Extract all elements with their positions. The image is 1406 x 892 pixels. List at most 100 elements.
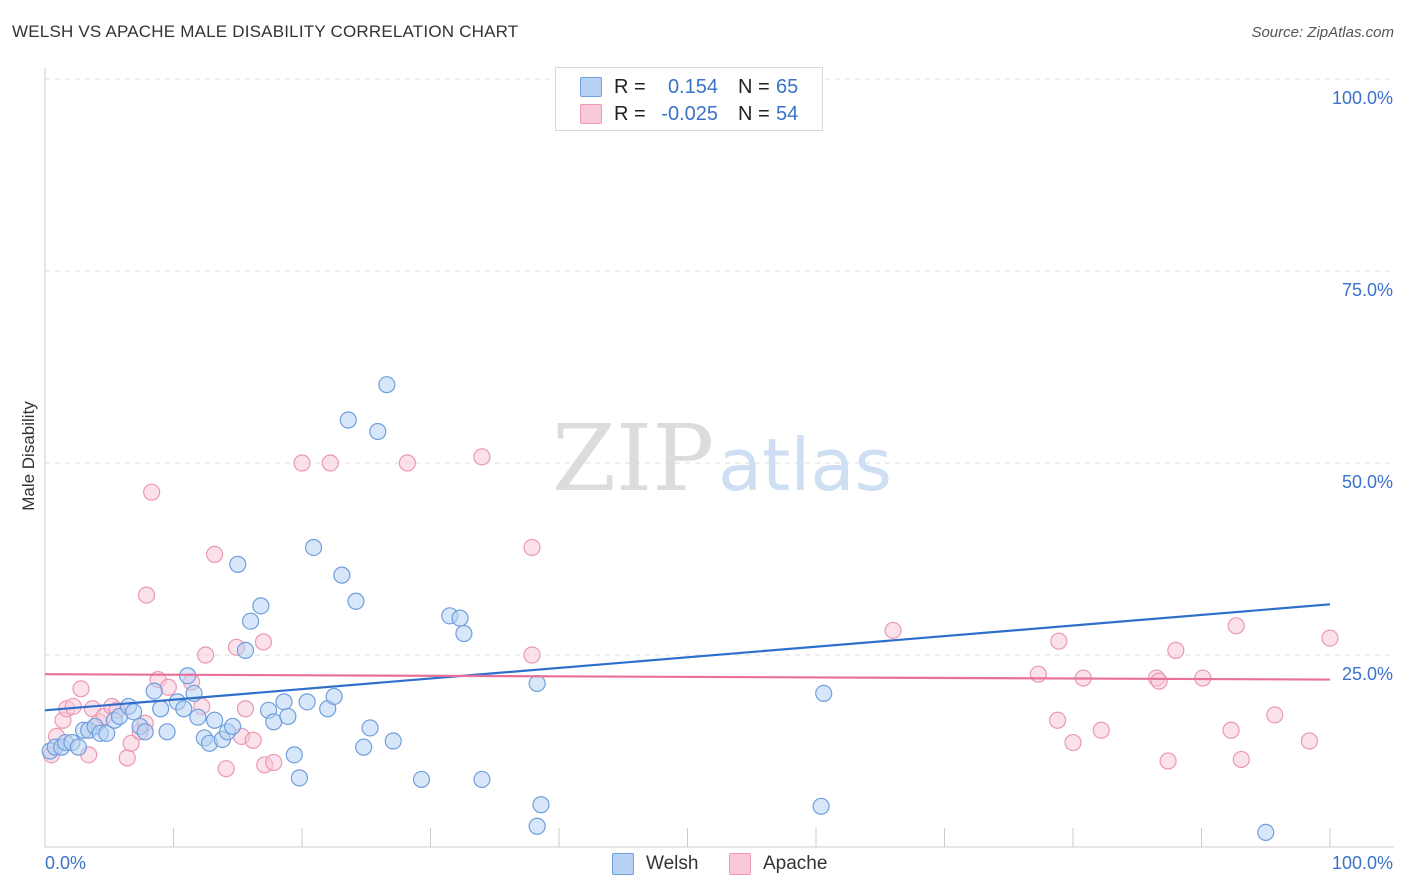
welsh-point xyxy=(384,732,402,750)
apache-point xyxy=(1150,672,1168,690)
y-tick-label: 75.0% xyxy=(1342,280,1393,300)
apache-point xyxy=(1064,733,1082,752)
welsh-point xyxy=(158,723,176,741)
y-tick-label: 50.0% xyxy=(1342,472,1393,492)
axes xyxy=(44,68,1394,848)
welsh-point xyxy=(528,817,546,835)
welsh-point xyxy=(528,674,546,693)
y-tick-label: 25.0% xyxy=(1342,664,1393,684)
chart-title: WELSH VS APACHE MALE DISABILITY CORRELAT… xyxy=(12,22,519,41)
welsh-n-label: N = xyxy=(738,75,770,98)
welsh-point xyxy=(285,746,303,764)
apache-point xyxy=(197,646,215,664)
welsh-point xyxy=(412,770,431,789)
apache-point xyxy=(254,633,273,651)
welsh-point xyxy=(125,703,143,721)
welsh-point xyxy=(325,687,343,706)
stats-row-welsh: R = 0.154 N = 65 xyxy=(556,75,798,99)
legend-welsh-swatch xyxy=(612,853,634,875)
welsh-point xyxy=(298,693,316,711)
apache-point xyxy=(1050,632,1068,650)
tick-labels: 25.0% 50.0% 75.0% 100.0% 0.0% 100.0% xyxy=(45,88,1393,873)
apache-trend-line xyxy=(44,673,1331,681)
apache-r-value: -0.025 xyxy=(661,102,718,125)
welsh-point xyxy=(378,376,396,394)
welsh-point xyxy=(355,738,373,756)
legend-apache-label: Apache xyxy=(763,853,828,874)
apache-r-label: R = xyxy=(614,102,646,125)
grid-lines xyxy=(45,78,1394,656)
apache-point xyxy=(1159,752,1177,770)
x-tick-label: 100.0% xyxy=(1332,853,1393,873)
apache-point xyxy=(1092,721,1110,739)
apache-n-value: 54 xyxy=(776,102,799,125)
apache-point xyxy=(1048,711,1067,729)
watermark-zip: ZIP xyxy=(552,405,714,512)
apache-point xyxy=(1167,641,1185,659)
apache-point xyxy=(1300,732,1319,750)
apache-point xyxy=(473,448,491,466)
apache-point xyxy=(265,753,283,772)
legend-apache[interactable]: Apache xyxy=(729,852,827,876)
stats-row-apache: R = -0.025 N = 54 xyxy=(556,102,798,126)
legend-welsh[interactable]: Welsh xyxy=(612,852,698,876)
welsh-point xyxy=(815,684,833,703)
apache-point xyxy=(1232,750,1250,769)
legend-welsh-label: Welsh xyxy=(646,853,699,874)
apache-point xyxy=(143,483,161,501)
welsh-point xyxy=(69,738,88,756)
apache-point xyxy=(321,454,339,472)
welsh-point xyxy=(236,641,255,659)
welsh-r-label: R = xyxy=(614,75,646,98)
welsh-point xyxy=(252,597,270,615)
welsh-point xyxy=(242,612,260,630)
welsh-point xyxy=(189,708,207,726)
apache-point xyxy=(236,700,255,718)
apache-point xyxy=(1321,629,1339,647)
legend-apache-swatch xyxy=(729,853,751,875)
watermark-atlas: atlas xyxy=(718,423,892,507)
apache-point xyxy=(244,731,262,749)
welsh-point xyxy=(206,711,224,729)
welsh-point xyxy=(333,566,351,584)
welsh-trend-line xyxy=(44,603,1331,712)
x-tick-label: 0.0% xyxy=(45,853,86,873)
y-axis-label: Male Disability xyxy=(19,401,38,511)
welsh-point xyxy=(152,700,170,718)
welsh-n-value: 65 xyxy=(776,75,799,98)
apache-point xyxy=(1222,721,1240,739)
apache-point xyxy=(137,586,156,604)
welsh-point xyxy=(175,700,193,718)
welsh-point xyxy=(279,707,297,726)
welsh-point xyxy=(275,693,293,711)
apache-point xyxy=(206,545,224,563)
apache-point xyxy=(1266,706,1284,724)
apache-point xyxy=(122,734,140,752)
apache-n-label: N = xyxy=(738,102,770,125)
welsh-swatch xyxy=(580,77,602,97)
welsh-point xyxy=(290,769,309,787)
welsh-point xyxy=(455,624,473,643)
trend-lines xyxy=(44,603,1331,712)
welsh-point xyxy=(1257,823,1275,842)
apache-point xyxy=(72,680,90,698)
welsh-point xyxy=(339,411,357,429)
welsh-point xyxy=(451,609,469,627)
stats-box: R = 0.154 N = 65 R = -0.025 N = 54 xyxy=(555,67,823,131)
apache-swatch xyxy=(580,104,602,124)
apache-point xyxy=(159,678,177,696)
welsh-point xyxy=(224,717,242,736)
apache-point xyxy=(217,760,235,778)
welsh-point xyxy=(136,723,154,741)
welsh-point xyxy=(473,770,491,789)
welsh-point xyxy=(347,592,365,610)
apache-point xyxy=(118,749,136,767)
source-credit: Source: ZipAtlas.com xyxy=(1251,24,1394,41)
apache-point xyxy=(1227,617,1245,635)
welsh-point xyxy=(145,682,163,700)
y-tick-label: 100.0% xyxy=(1332,88,1393,108)
welsh-point xyxy=(532,796,550,814)
welsh-point xyxy=(361,719,379,737)
apache-point xyxy=(523,646,541,664)
